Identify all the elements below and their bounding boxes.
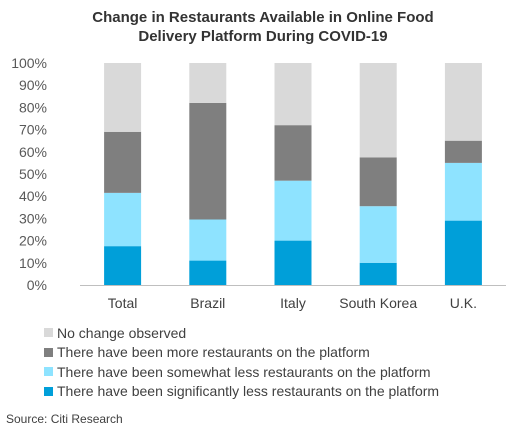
bar-segment [274, 240, 312, 285]
bar-segment [189, 63, 227, 103]
bar-segment [189, 219, 227, 261]
y-tick-label: 10% [19, 255, 47, 271]
chart-title-line-1: Change in Restaurants Available in Onlin… [92, 9, 434, 26]
chart-title: Change in Restaurants Available in Onlin… [0, 8, 526, 46]
bar-segment [104, 246, 142, 285]
bar-segment [444, 220, 482, 285]
legend-item: No change observed [44, 323, 439, 343]
x-category-label: South Korea [339, 295, 417, 311]
source-note: Source: Citi Research [6, 412, 123, 426]
bar-segment [274, 125, 312, 181]
stacked-bar-chart: 0% 10% 20% 30% 40% 50% 60% 70% 80% 90% 100% Total Br… [11, 55, 506, 311]
y-tick-label: 60% [19, 144, 47, 160]
legend-item: There have been more restaurants on the … [44, 343, 439, 363]
legend-swatch [44, 386, 53, 396]
y-tick-label: 30% [19, 210, 47, 226]
y-tick-label: 90% [19, 77, 47, 93]
y-tick-label: 0% [27, 277, 47, 293]
bar-segment [359, 63, 397, 158]
legend-swatch [44, 367, 53, 377]
bar-segment [274, 180, 312, 241]
y-tick-label: 70% [19, 122, 47, 138]
y-tick-label: 40% [19, 188, 47, 204]
bar-segment [104, 192, 142, 247]
legend-label: No change observed [57, 324, 187, 341]
legend-label: There have been significantly less resta… [57, 383, 440, 400]
bar-segment [444, 140, 482, 163]
x-category-label: Total [108, 295, 138, 311]
legend-label: There have been more restaurants on the … [57, 344, 370, 361]
y-tick-label: 50% [19, 166, 47, 182]
legend-item: There have been significantly less resta… [44, 382, 439, 402]
bar-segment [444, 63, 482, 141]
bar-segment [359, 157, 397, 207]
bar-segment [189, 102, 227, 220]
y-tick-label: 80% [19, 99, 47, 115]
legend-swatch [44, 347, 53, 357]
bar-segment [359, 206, 397, 263]
x-category-label: Brazil [190, 295, 225, 311]
legend-label: There have been somewhat less restaurant… [57, 363, 431, 380]
bar-segment [274, 63, 312, 126]
x-category-label: Italy [280, 295, 306, 311]
x-category-label: U.K. [450, 295, 477, 311]
bar-segment [104, 131, 142, 193]
bar-segment [359, 262, 397, 285]
chart-title-line-2: Delivery Platform During COVID-19 [138, 28, 388, 45]
bar-segment [189, 260, 227, 285]
bar-segment [444, 162, 482, 221]
y-tick-label: 20% [19, 233, 47, 249]
legend-item: There have been somewhat less restaurant… [44, 362, 439, 382]
legend: No change observed There have been more r… [44, 323, 439, 401]
legend-swatch [44, 328, 53, 338]
bar-segment [104, 63, 142, 132]
y-tick-label: 100% [11, 55, 47, 71]
